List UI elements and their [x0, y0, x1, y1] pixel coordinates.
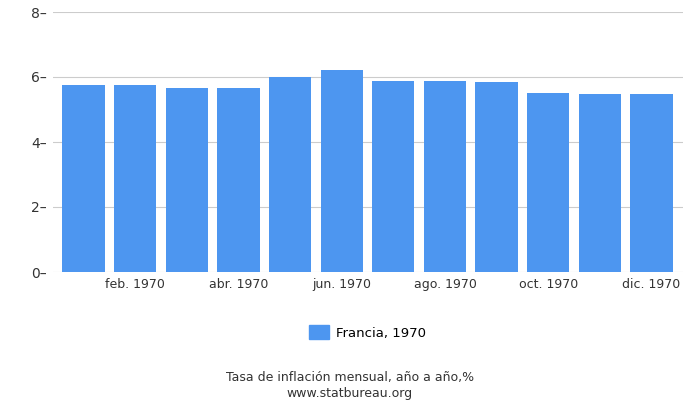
Bar	[62, 85, 105, 272]
Bar	[372, 80, 414, 272]
Bar	[475, 82, 518, 272]
Bar	[217, 88, 260, 272]
Text: Tasa de inflación mensual, año a año,%: Tasa de inflación mensual, año a año,%	[226, 372, 474, 384]
Bar	[166, 88, 208, 272]
Text: www.statbureau.org: www.statbureau.org	[287, 388, 413, 400]
Bar	[630, 94, 673, 272]
Bar	[114, 85, 156, 272]
Bar	[321, 70, 363, 272]
Legend: Francia, 1970: Francia, 1970	[309, 325, 426, 340]
Bar	[527, 93, 569, 272]
Bar	[579, 94, 621, 272]
Bar	[424, 80, 466, 272]
Bar	[269, 77, 312, 272]
